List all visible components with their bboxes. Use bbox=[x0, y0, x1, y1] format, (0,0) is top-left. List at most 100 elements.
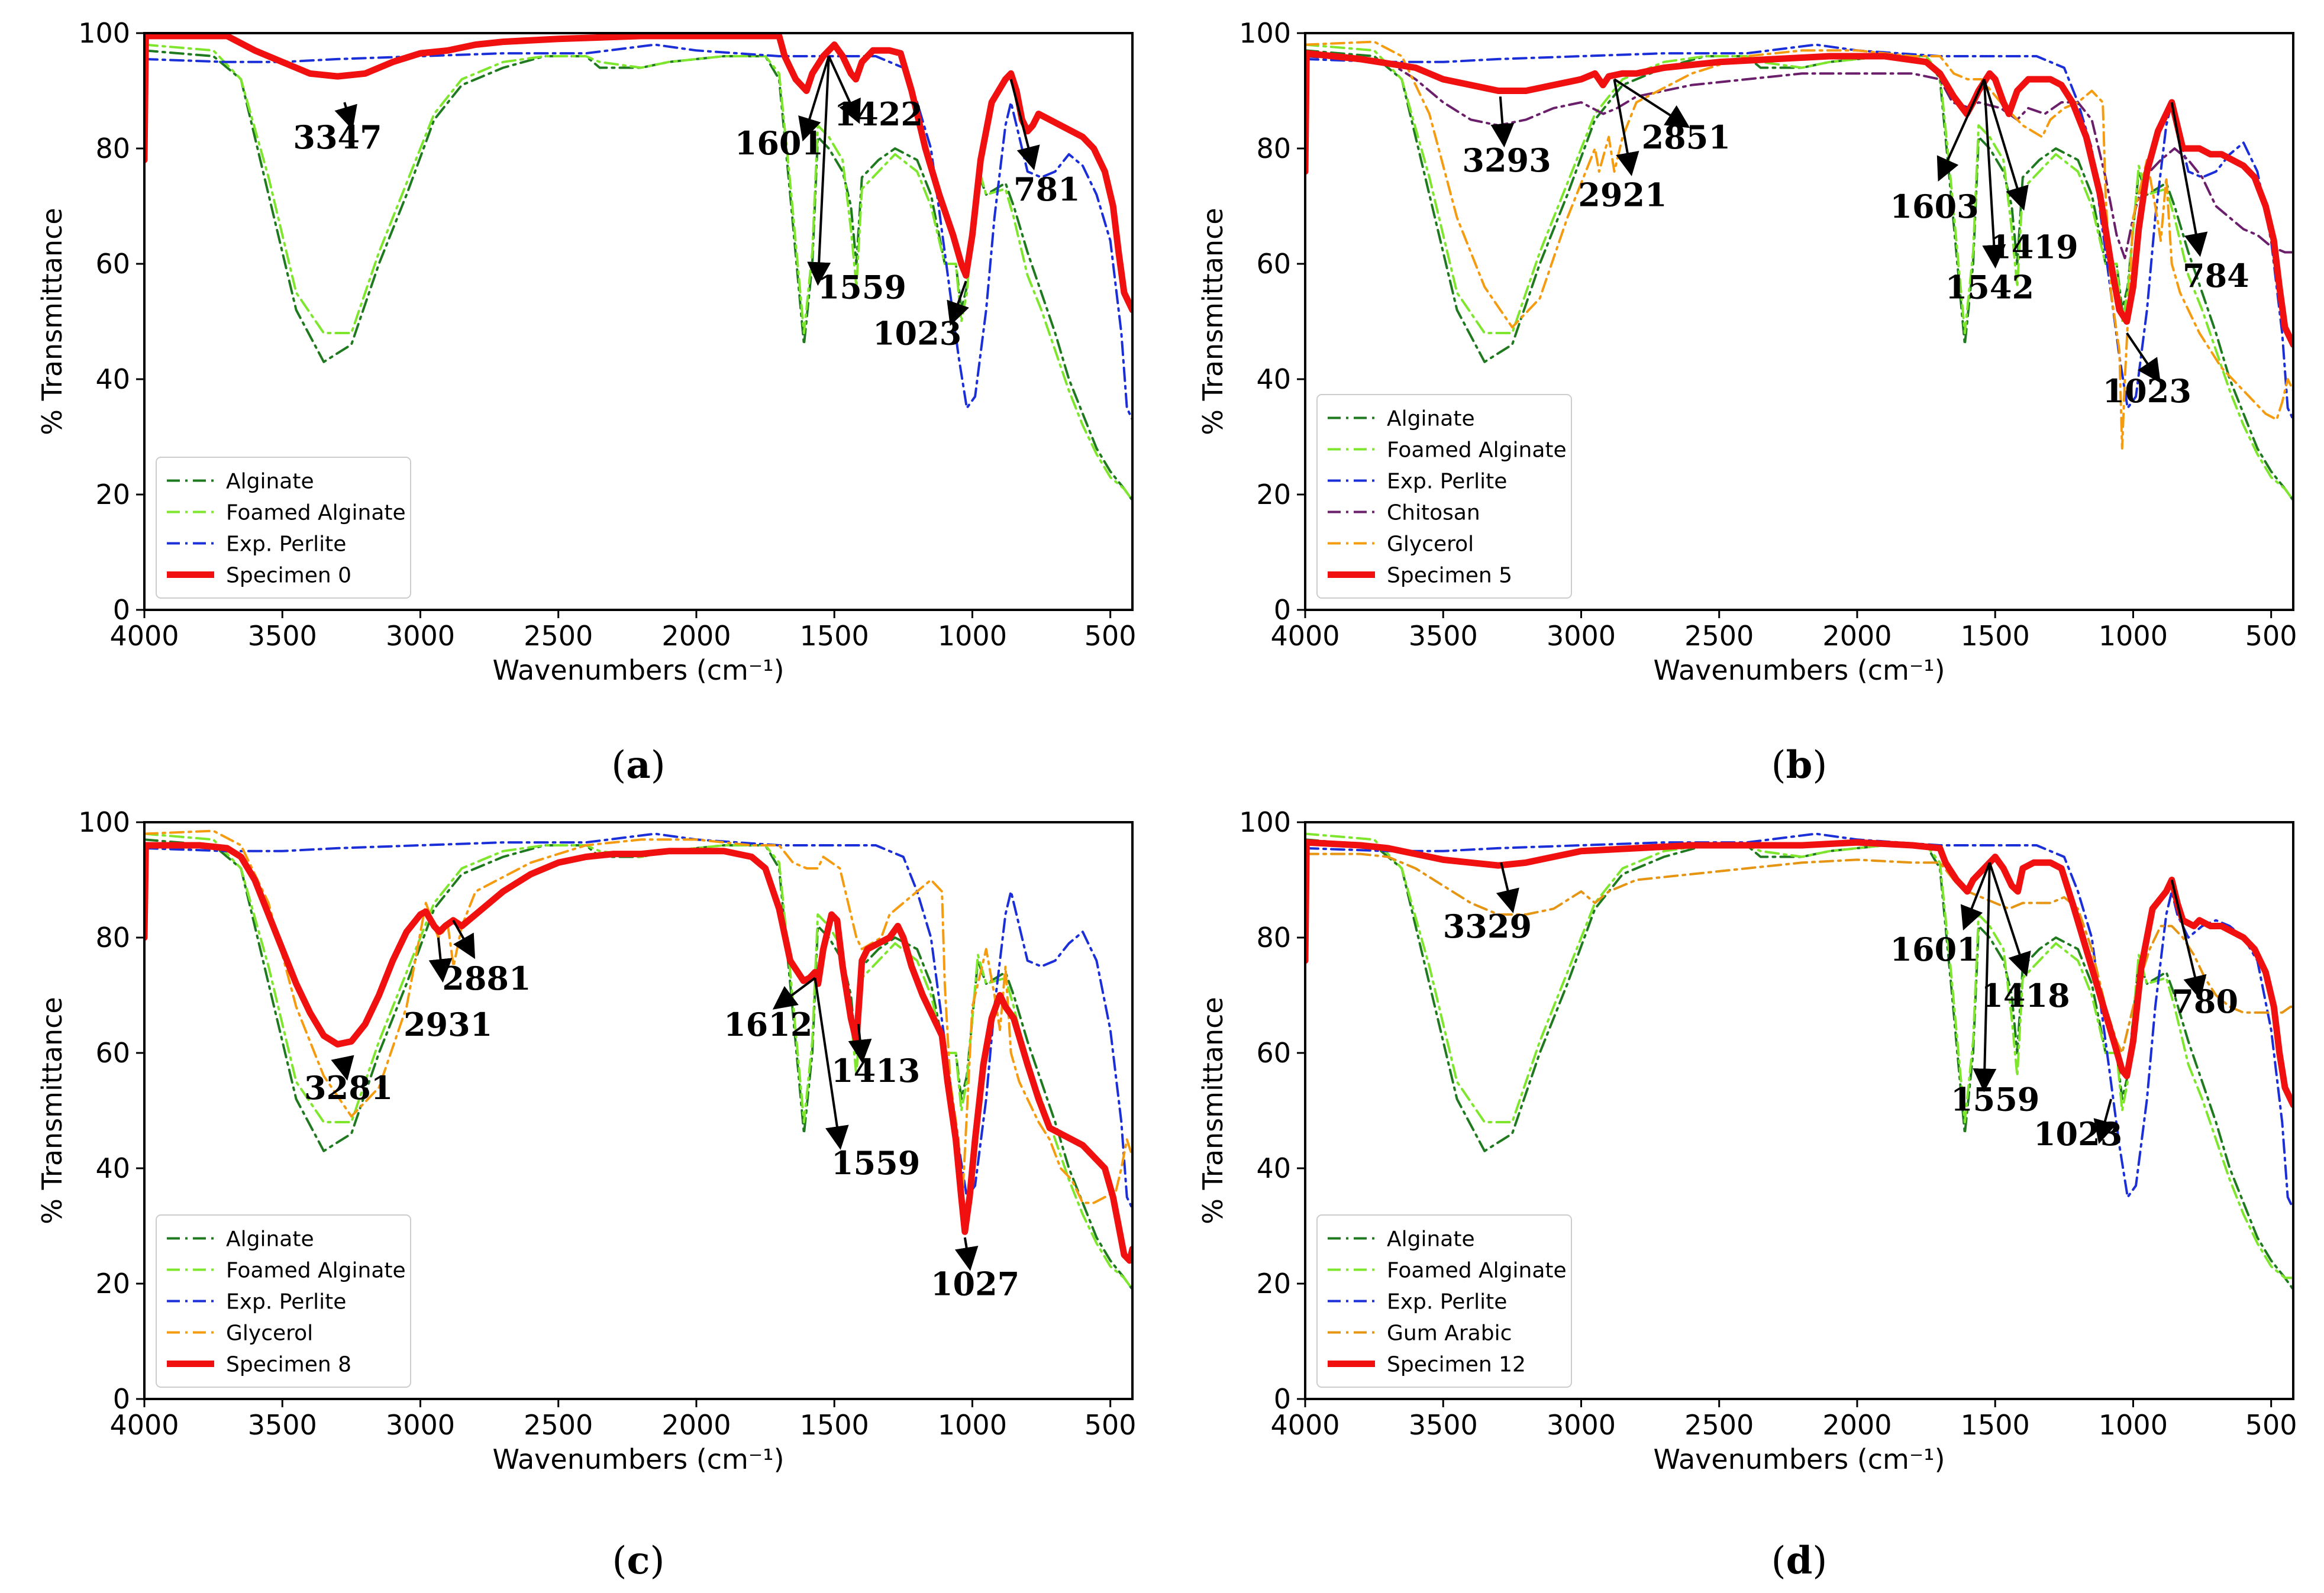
panel-a-label: (a) bbox=[611, 743, 665, 787]
panel-d-series-foamed-alginate bbox=[1305, 832, 2293, 1279]
panel-d-annotation-arrow bbox=[1973, 862, 1997, 1093]
panel-a-x-tick-label: 4000 bbox=[109, 620, 179, 652]
panel-c-x-tick-label: 3000 bbox=[386, 1409, 455, 1441]
panel-d-x-tick-label: 2000 bbox=[1822, 1409, 1892, 1441]
panel-d-plot-frame bbox=[1304, 821, 2294, 1400]
panel-b-annotation-arrow bbox=[1936, 79, 1986, 182]
panel-d-y-tick-label: 20 bbox=[1256, 1268, 1291, 1300]
panel-d-y-tick-label: 100 bbox=[1239, 806, 1291, 838]
panel-b-peak-label-1023: 1023 bbox=[2103, 372, 2191, 410]
panel-b-legend-entry: Exp. Perlite bbox=[1387, 470, 1507, 494]
panel-c-series-group bbox=[144, 829, 1132, 1291]
panel-a-annotation-arrow bbox=[807, 56, 831, 286]
panel-b-peak-label-1603: 1603 bbox=[1890, 188, 1978, 225]
panel-b-annotation-arrow bbox=[1982, 79, 2006, 269]
panel-b-peak-label-2851: 2851 bbox=[1642, 118, 1731, 156]
panel-c-x-tick-label: 2000 bbox=[661, 1409, 731, 1441]
panel-b-peak-label-784: 784 bbox=[2183, 257, 2249, 295]
panel-c-annotation-arrow bbox=[452, 919, 476, 959]
panel-b-label-letter: b bbox=[1786, 743, 1813, 787]
panel-d-label: (d) bbox=[1771, 1539, 1828, 1583]
panel-d-y-axis-title: % Transmittance bbox=[1197, 997, 1229, 1224]
panel-b-series-specimen-5 bbox=[1305, 50, 2293, 348]
panel-d-peak-label-1601: 1601 bbox=[1890, 930, 1978, 968]
panel-d-x-tick-label: 3500 bbox=[1409, 1409, 1478, 1441]
panel-d-legend: Alginate Foamed Alginate Exp. Perlite Gum A… bbox=[1316, 1214, 1572, 1388]
panel-b-annotation-arrow bbox=[1613, 78, 1690, 128]
panel-b-y-axis-title: % Transmittance bbox=[1197, 208, 1229, 435]
panel-b-x-tick-label: 1000 bbox=[2099, 620, 2168, 652]
panel-b-series-glycerol bbox=[1305, 40, 2293, 450]
panel-b: 4000 3500 3000 2500 2000 1500 1000 500 0 20 40 60 80… bbox=[1197, 17, 2297, 787]
panel-d-annotation-arrow bbox=[2170, 880, 2207, 1000]
panel-c-annotation-arrow bbox=[331, 1055, 354, 1081]
panel-c-peak-label-3281: 3281 bbox=[304, 1069, 393, 1107]
panel-c-series-alginate bbox=[144, 838, 1132, 1291]
panel-b-annotation-arrow bbox=[1613, 79, 1639, 176]
panel-d-series-specimen-12 bbox=[1305, 839, 2293, 1109]
panel-d-legend-entry: Gum Arabic bbox=[1387, 1321, 1512, 1346]
panel-d-peak-label-1418: 1418 bbox=[1981, 977, 2070, 1014]
panel-d-series-group bbox=[1305, 832, 2293, 1291]
panel-b-y-tick-label: 80 bbox=[1256, 133, 1291, 164]
panel-d-peak-label-1559: 1559 bbox=[1951, 1081, 2039, 1119]
panel-c-x-tick-label: 3500 bbox=[248, 1409, 317, 1441]
panel-d-y-tick-label: 80 bbox=[1256, 922, 1291, 954]
panel-c-label-close: ) bbox=[650, 1539, 664, 1583]
panel-d-label-open: ( bbox=[1771, 1539, 1786, 1583]
panel-a-legend-entry: Foamed Alginate bbox=[226, 501, 406, 525]
panel-b-annotation-arrow bbox=[1490, 96, 1515, 148]
panel-c-peak-label-1612: 1612 bbox=[724, 1006, 812, 1043]
panel-c-legend-entry: Exp. Perlite bbox=[226, 1290, 346, 1314]
panel-c-y-tick-label: 60 bbox=[95, 1037, 130, 1069]
panel-d-annotation-arrow bbox=[1988, 862, 2031, 977]
panel-b-label-open: ( bbox=[1771, 744, 1786, 787]
panel-d-peak-label-1023: 1023 bbox=[2034, 1115, 2122, 1153]
panel-c-peak-label-1027: 1027 bbox=[931, 1265, 1019, 1303]
panel-b-x-tick-label: 4000 bbox=[1270, 620, 1339, 652]
panel-a-x-tick-label: 1000 bbox=[938, 620, 1007, 652]
panel-c-annotation-arrow bbox=[428, 937, 453, 983]
panel-a-y-tick-label: 20 bbox=[95, 479, 130, 510]
panel-c-x-tick-label: 4000 bbox=[109, 1409, 179, 1441]
panel-a-series-alginate bbox=[144, 49, 1132, 502]
panel-c-label-letter: c bbox=[627, 1539, 650, 1583]
panel-a-legend-entry: Alginate bbox=[226, 470, 314, 494]
panel-c-y-tick-label: 80 bbox=[95, 922, 130, 954]
panel-d-label-letter: d bbox=[1786, 1539, 1813, 1583]
panel-c-label-open: ( bbox=[612, 1539, 627, 1583]
panel-d-x-tick-label: 1000 bbox=[2099, 1409, 2168, 1441]
panel-a-y-tick-label: 0 bbox=[113, 594, 130, 626]
panel-c-legend-entry: Specimen 8 bbox=[226, 1353, 351, 1377]
panel-c-legend-box bbox=[156, 1214, 411, 1388]
panel-c-y-tick-label: 40 bbox=[95, 1152, 130, 1184]
panel-c-label: (c) bbox=[612, 1539, 665, 1583]
panel-d-label-close: ) bbox=[1812, 1539, 1827, 1583]
panel-b-legend: Alginate Foamed Alginate Exp. Perlite Chito… bbox=[1316, 394, 1572, 599]
panel-d-legend-entry: Alginate bbox=[1387, 1227, 1475, 1252]
panel-a: 4000 3500 3000 2500 2000 1500 1000 500 0 20 40 60 80… bbox=[36, 17, 1137, 787]
panel-a-label-open: ( bbox=[611, 744, 626, 787]
panel-b-annotation-arrow bbox=[2170, 102, 2208, 257]
panel-a-x-tick-label: 500 bbox=[1084, 620, 1137, 652]
panel-c-series-exp-perlite bbox=[144, 832, 1132, 1210]
panel-c-annotation-arrow bbox=[814, 977, 849, 1150]
panel-a-peak-label-1559: 1559 bbox=[818, 269, 906, 306]
panel-b-x-tick-label: 500 bbox=[2245, 620, 2297, 652]
panel-c-plot-frame bbox=[143, 821, 1134, 1400]
panel-b-x-axis-title: Wavenumbers (cm⁻¹) bbox=[1653, 654, 1945, 686]
panel-d-legend-entry: Specimen 12 bbox=[1387, 1353, 1526, 1377]
panel-b-peak-label-3293: 3293 bbox=[1462, 141, 1551, 179]
panel-d-annotation-arrow bbox=[1960, 862, 1991, 930]
panel-d-series-alginate bbox=[1305, 838, 2293, 1291]
panel-c-x-tick-label: 2500 bbox=[524, 1409, 593, 1441]
panel-a-plot-frame bbox=[143, 32, 1134, 611]
panel-b-plot-frame bbox=[1304, 32, 2294, 611]
panel-c-x-axis-title: Wavenumbers (cm⁻¹) bbox=[492, 1443, 784, 1475]
panel-d-y-tick-label: 0 bbox=[1274, 1383, 1291, 1415]
panel-b-peak-label-1542: 1542 bbox=[1945, 269, 2034, 306]
panel-b-peak-label-1419: 1419 bbox=[1989, 228, 2078, 266]
panel-d-x-tick-label: 2500 bbox=[1684, 1409, 1754, 1441]
panel-c-y-tick-label: 100 bbox=[78, 806, 130, 838]
